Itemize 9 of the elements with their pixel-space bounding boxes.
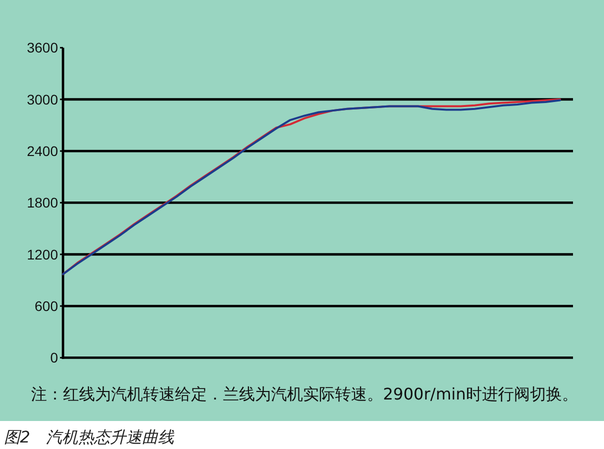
ytick-label: 1200 <box>26 246 58 262</box>
title: 图2 汽机热态升速曲线 <box>4 428 174 446</box>
ytick-label: 3600 <box>26 40 58 56</box>
annotation: 注：红线为汽机转速给定．兰线为汽机实际转速。2900r/min时进行阀切换。 <box>31 384 578 404</box>
ytick-label: 2400 <box>26 143 58 160</box>
ytick-label: 0 <box>50 350 58 366</box>
ytick-label: 1800 <box>26 194 58 211</box>
ytick-label: 3000 <box>26 91 58 108</box>
ytick-label: 600 <box>34 298 58 314</box>
